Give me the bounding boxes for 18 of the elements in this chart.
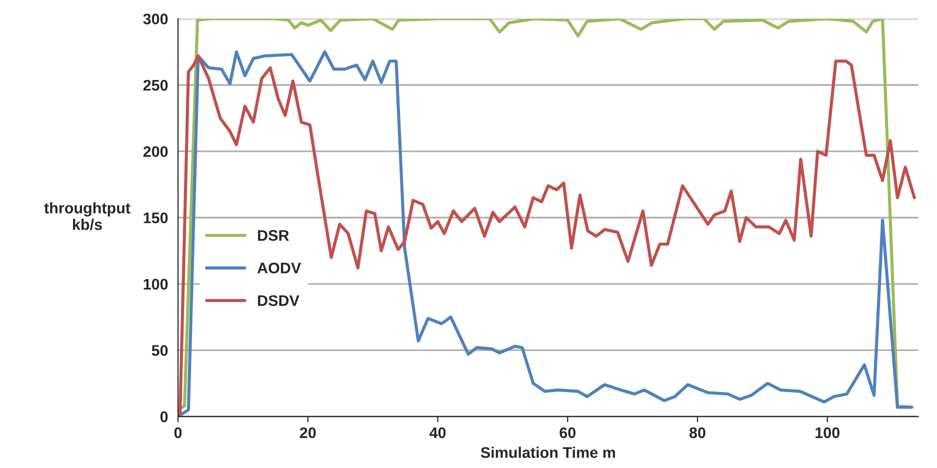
- x-tick-label: 40: [429, 427, 446, 438]
- x-axis-title: Simulation Time m: [480, 446, 615, 458]
- x-tick-label: 100: [816, 427, 840, 438]
- x-tick-label: 0: [174, 427, 182, 438]
- x-tick-label: 80: [689, 427, 706, 438]
- y-tick-label: 250: [143, 80, 168, 91]
- x-tick-label: 20: [300, 427, 316, 438]
- y-axis-title: throughtput kb/s: [44, 202, 130, 230]
- y-tick-label: 100: [144, 278, 168, 290]
- legend-label: AODV: [257, 262, 302, 274]
- y-tick-label: 0: [160, 411, 168, 422]
- legend-label: DSDV: [258, 295, 300, 306]
- y-tick-label: 150: [144, 212, 168, 224]
- x-tick-label: 60: [560, 427, 576, 438]
- legend-label: DSR: [258, 230, 289, 241]
- y-tick-label: 300: [143, 14, 168, 24]
- y-tick-label: 50: [152, 345, 168, 356]
- y-tick-label: 200: [143, 146, 168, 158]
